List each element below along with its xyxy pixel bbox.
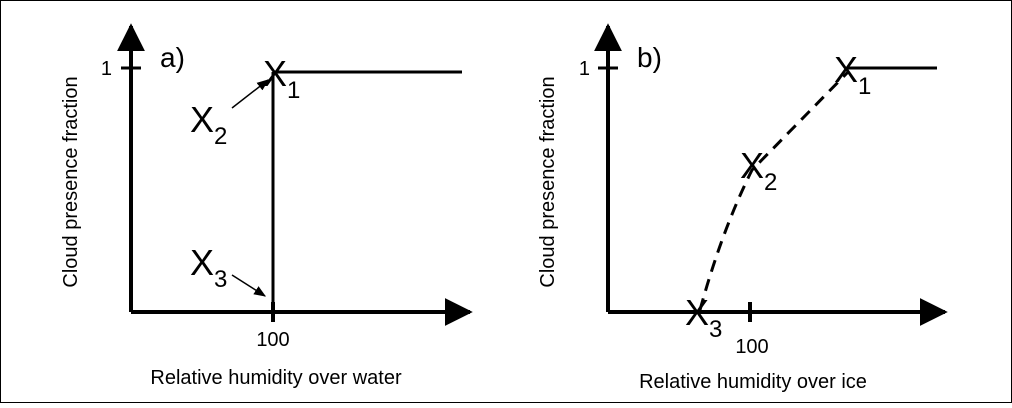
point-label: X2	[740, 145, 777, 196]
y-tick-label: 1	[101, 58, 112, 80]
x-axis-label: Relative humidity over water	[150, 367, 402, 389]
point-label: X3	[685, 292, 722, 343]
y-tick-label: 1	[579, 58, 590, 80]
point-label: X2	[190, 99, 227, 150]
y-axis-label: Cloud presence fraction	[60, 76, 82, 287]
panel-b	[594, 23, 948, 326]
x-axis-label: Relative humidity over ice	[639, 371, 867, 393]
point-label: X3	[190, 242, 227, 293]
arrow	[231, 79, 269, 109]
point-label: X1	[834, 49, 871, 100]
panel-a	[117, 23, 473, 326]
x-tick-label: 100	[735, 336, 768, 358]
y-axis-label: Cloud presence fraction	[537, 76, 559, 287]
arrow	[231, 274, 267, 297]
x-tick-label: 100	[256, 329, 289, 351]
panel-label: a)	[160, 42, 185, 73]
point-label: X1	[263, 53, 300, 104]
curve	[698, 70, 850, 311]
panel-label: b)	[637, 42, 662, 73]
